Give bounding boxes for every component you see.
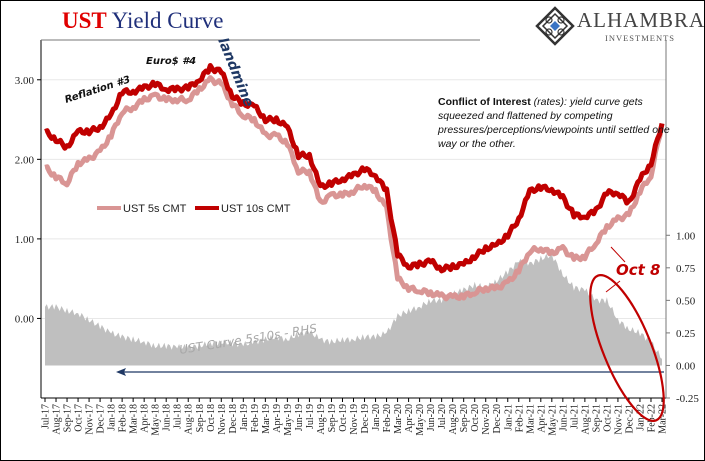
- legend-label-ust10: UST 10s CMT: [221, 203, 291, 215]
- x-tick-label: Nov-20: [481, 404, 492, 435]
- annotation-reflation: Reflation #3: [64, 74, 132, 106]
- left-tick-label: 1.00: [15, 234, 35, 246]
- x-tick-label: Jan-19: [239, 404, 250, 431]
- x-tick-label: Sep-18: [195, 404, 206, 432]
- yield-lines-layer: [44, 63, 665, 302]
- x-tick-label: Nov-21: [613, 404, 624, 435]
- x-tick-label: Dec-18: [228, 404, 239, 433]
- x-tick-label: Sep-17: [63, 404, 74, 432]
- legend: UST 5s CMT UST 10s CMT: [97, 203, 291, 215]
- x-tick-label: Aug-20: [448, 404, 459, 435]
- x-tick-label: Jul-19: [305, 404, 316, 429]
- x-tick-label: Feb-19: [250, 404, 261, 432]
- x-tick-label: Dec-20: [492, 404, 503, 433]
- logo-subtitle: INVESTMENTS: [605, 33, 676, 43]
- right-tick-label: 0.00: [676, 360, 696, 372]
- x-tick-label: Feb-22: [646, 404, 657, 432]
- note-italic: (rates): yield curve gets squeezed and f…: [438, 96, 670, 150]
- x-tick-label: May-18: [151, 404, 162, 436]
- right-axis-ticks: 1.00 0.75 0.50 0.25 0.00 -0.25: [666, 230, 699, 405]
- x-tick-label: Oct-21: [602, 404, 613, 432]
- right-tick-label: 0.25: [676, 328, 696, 340]
- x-tick-label: Dec-19: [360, 404, 371, 433]
- legend-label-ust5: UST 5s CMT: [123, 203, 187, 215]
- annotation-eurodollar: Euro$ #4: [146, 56, 196, 67]
- x-tick-label: Jan-21: [503, 404, 514, 431]
- x-tick-label: May-19: [283, 404, 294, 436]
- left-tick-label: 3.00: [15, 75, 35, 87]
- x-tick-label: Aug-17: [52, 404, 63, 435]
- x-tick-label: Aug-19: [316, 404, 327, 435]
- arrowhead-icon: [116, 367, 126, 376]
- left-axis-ticks: 3.00 2.00 1.00 0.00: [15, 75, 41, 325]
- x-tick-label: Mar-18: [129, 404, 140, 434]
- x-tick-label: Sep-21: [591, 404, 602, 432]
- conflict-note: Conflict of Interest (rates): yield curv…: [438, 95, 678, 151]
- x-tick-label: Apr-18: [140, 404, 151, 433]
- oct8-ellipse: [589, 274, 665, 422]
- x-tick-label: Jun-19: [294, 404, 305, 431]
- title-yield-curve: Yield Curve: [111, 8, 224, 33]
- x-tick-label: Nov-17: [85, 404, 96, 435]
- x-tick-label: Oct-20: [470, 404, 481, 432]
- x-tick-label: Sep-20: [459, 404, 470, 432]
- x-tick-label: Oct-17: [74, 404, 85, 432]
- x-tick-label: Apr-20: [404, 404, 415, 433]
- x-tick-label: Apr-21: [536, 404, 547, 433]
- x-tick-label: Oct-19: [338, 404, 349, 432]
- x-tick-label: Feb-21: [514, 404, 525, 432]
- ust10-line: [44, 63, 665, 274]
- spread-area-layer: [45, 253, 662, 366]
- title-ust: UST: [62, 8, 107, 33]
- x-tick-label: Jul-17: [41, 404, 52, 429]
- ust5-line: [44, 75, 665, 302]
- x-tick-label: Jul-20: [437, 404, 448, 429]
- x-tick-label: Jul-21: [569, 404, 580, 429]
- x-tick-label: Jan-18: [107, 404, 118, 431]
- x-tick-label: Sep-19: [327, 404, 338, 432]
- x-tick-label: Jun-18: [162, 404, 173, 431]
- x-tick-label: Mar-19: [261, 404, 272, 434]
- x-tick-label: Mar-20: [393, 404, 404, 434]
- oct8-arrow-lower: [605, 280, 621, 293]
- x-tick-label: Dec-21: [624, 404, 635, 433]
- right-tick-label: 1.00: [676, 230, 696, 242]
- x-tick-label: Nov-18: [217, 404, 228, 435]
- x-tick-label: Jan-20: [371, 404, 382, 431]
- x-tick-label: Apr-19: [272, 404, 283, 433]
- x-tick-label: Jul-18: [173, 404, 184, 429]
- chart-title: UST Yield Curve: [62, 8, 223, 34]
- x-tick-label: Mar-22: [658, 404, 669, 434]
- right-tick-label: -0.25: [676, 393, 699, 405]
- x-tick-label: Feb-20: [382, 404, 393, 432]
- spread-area: [45, 253, 662, 366]
- x-tick-label: Feb-18: [118, 404, 129, 432]
- left-tick-label: 0.00: [15, 313, 35, 325]
- x-tick-label: Nov-19: [349, 404, 360, 435]
- x-axis-ticks: Jul-17 Aug-17 Sep-17 Oct-17 Nov-17 Dec-17 Jan-…: [41, 398, 669, 436]
- x-tick-label: Dec-17: [96, 404, 107, 433]
- x-tick-label: May-20: [415, 404, 426, 436]
- alhambra-logo: ALHAMBRA INVESTMENTS: [535, 6, 705, 46]
- right-tick-label: 0.75: [676, 263, 696, 275]
- x-tick-label: Jun-21: [558, 404, 569, 431]
- logo-name: ALHAMBRA: [577, 8, 705, 32]
- x-tick-label: Mar-21: [525, 404, 536, 434]
- right-tick-label: 0.50: [676, 295, 696, 307]
- left-tick-label: 2.00: [15, 154, 35, 166]
- oct8-arrow-upper: [610, 246, 626, 263]
- x-tick-label: May-21: [547, 404, 558, 436]
- note-bold: Conflict of Interest: [438, 96, 531, 108]
- x-tick-label: Oct-18: [206, 404, 217, 432]
- x-tick-label: Jun-20: [426, 404, 437, 431]
- annotation-oct8: Oct 8: [616, 261, 660, 279]
- diamond-lattice-icon: [535, 6, 575, 46]
- x-tick-label: Aug-18: [184, 404, 195, 435]
- x-tick-label: Aug-21: [580, 404, 591, 435]
- x-tick-label: Jan-22: [635, 404, 646, 431]
